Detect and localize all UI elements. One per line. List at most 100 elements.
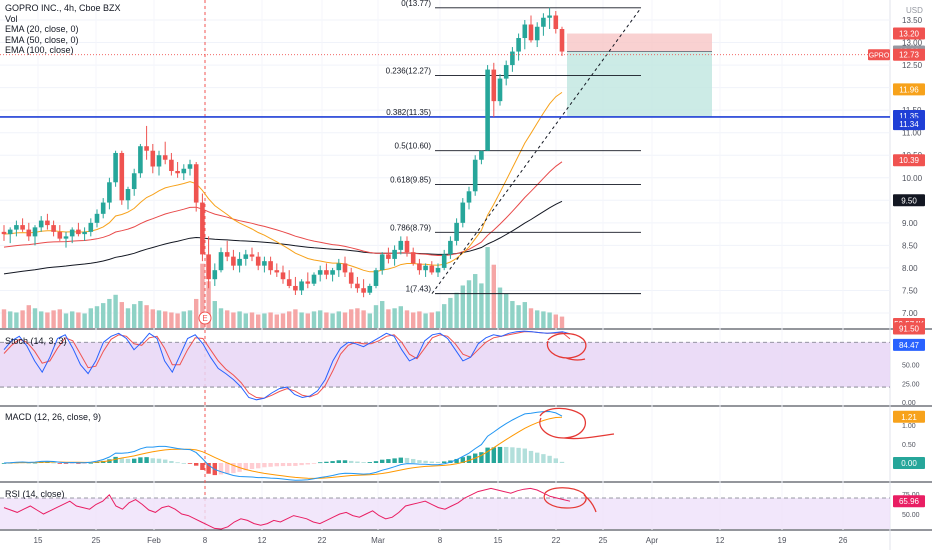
candle-body xyxy=(231,256,236,266)
ema50-line xyxy=(3,161,563,256)
volume-bar xyxy=(51,310,56,328)
volume-bar xyxy=(330,313,335,328)
candle-body xyxy=(479,150,484,160)
volume-bar xyxy=(411,312,416,328)
candle-body xyxy=(138,146,143,174)
volume-bar xyxy=(70,311,75,328)
candle-body xyxy=(88,222,94,232)
volume-bar xyxy=(392,308,397,328)
volume-bar xyxy=(39,311,44,328)
fib-level-label: 1(7.43) xyxy=(406,285,432,294)
macd-histogram-bar xyxy=(497,446,503,463)
candle-body xyxy=(317,270,323,275)
annotation-circle-macd xyxy=(539,407,615,440)
macd-histogram-bar xyxy=(32,462,38,464)
candle-body xyxy=(305,281,311,284)
candle-body xyxy=(293,285,298,291)
volume-bar xyxy=(380,301,385,328)
candle-body xyxy=(553,15,559,30)
stoch-tick-label: 50.00 xyxy=(902,363,920,370)
macd-histogram-bar xyxy=(485,447,490,463)
legend-ema20[interactable]: EMA (20, close, 0) xyxy=(5,24,79,34)
macd-histogram-bar xyxy=(194,463,199,466)
symbol-line[interactable]: GOPRO INC., 4h, Cboe BZX xyxy=(5,3,121,13)
candle-body xyxy=(324,270,329,275)
macd-histogram-bar xyxy=(392,458,397,463)
fib-level-label: 0(13.77) xyxy=(401,0,431,8)
x-tick-label: 15 xyxy=(34,536,43,545)
candle-body xyxy=(1,231,7,235)
price-tick-label: 7.50 xyxy=(902,286,918,295)
macd-histogram-bar xyxy=(181,462,186,464)
candle-body xyxy=(280,272,286,280)
candle-body xyxy=(330,270,335,275)
legend-ema50[interactable]: EMA (50, close, 0) xyxy=(5,34,79,45)
macd-pane-title[interactable]: MACD (12, 26, close, 9) xyxy=(5,412,102,422)
candle-body xyxy=(156,155,162,167)
candle-body xyxy=(119,152,125,201)
volume-bar xyxy=(535,310,540,328)
candle-body xyxy=(218,252,224,271)
rsi-tick-label: 50.00 xyxy=(902,512,920,519)
price-tick-label: 13.50 xyxy=(902,16,923,25)
stoch-d-label-bg xyxy=(893,338,925,351)
price-tick-label: 8.50 xyxy=(902,241,918,250)
volume-bar xyxy=(243,313,248,328)
stoch-pane-title[interactable]: Stoch (14, 3, 3) xyxy=(5,336,67,346)
candle-body xyxy=(491,69,497,102)
candle-body xyxy=(249,254,255,257)
ema100-line xyxy=(3,200,563,275)
candle-body xyxy=(528,24,534,41)
volume-bar xyxy=(194,298,199,328)
candle-body xyxy=(429,265,435,273)
volume-bar xyxy=(200,263,205,328)
macd-histogram-bar xyxy=(373,461,379,463)
volume-bar xyxy=(187,310,193,328)
stop-zone xyxy=(567,33,712,52)
fib-level-label: 0.382(11.35) xyxy=(386,108,431,117)
stoch-k-line xyxy=(3,330,571,401)
volume-bar xyxy=(541,311,546,328)
candle-body xyxy=(466,191,472,203)
volume-bar xyxy=(268,312,273,328)
candle-body xyxy=(398,240,404,250)
candle-body xyxy=(503,65,509,79)
candle-body xyxy=(541,17,546,27)
rsi-pane-title[interactable]: RSI (14, close) xyxy=(5,489,65,499)
volume-bar xyxy=(132,304,137,328)
macd-histogram-bar xyxy=(435,461,441,463)
symbol-tag: GPRO xyxy=(868,49,890,61)
fib-level-label: 0.786(8.79) xyxy=(390,223,431,232)
earnings-marker xyxy=(198,311,212,325)
candle-body xyxy=(417,263,422,271)
volume-bar xyxy=(63,313,69,328)
macd-zero-label: 0.00 xyxy=(901,459,917,468)
volume-bar xyxy=(1,309,7,328)
candle-body xyxy=(32,227,38,237)
candle-body xyxy=(460,202,466,223)
x-tick-label: Mar xyxy=(371,536,385,545)
candle-body xyxy=(268,261,273,271)
rsi-band-fill xyxy=(0,498,890,529)
volume-bar xyxy=(274,314,279,328)
volume-bar xyxy=(262,313,267,328)
stoch-d-line xyxy=(3,331,571,399)
macd-tick-label: 0.50 xyxy=(902,442,916,449)
volume-bar xyxy=(175,313,180,328)
legend-ema100[interactable]: EMA (100, close) xyxy=(5,45,74,55)
legend-vol[interactable]: Vol xyxy=(5,13,18,24)
candle-body xyxy=(45,220,50,226)
price-label: 9.50 xyxy=(901,196,917,205)
macd-histogram-bar xyxy=(231,463,236,474)
candle-body xyxy=(510,51,515,66)
volume-bar xyxy=(336,311,341,328)
macd-histogram-bar xyxy=(460,457,465,463)
x-tick-label: 22 xyxy=(318,536,327,545)
rsi-value-label: 65.96 xyxy=(899,497,920,506)
stoch-k-label: 91.50 xyxy=(899,325,920,334)
x-tick-label: 12 xyxy=(258,536,267,545)
stoch-tick-label: 25.00 xyxy=(902,381,920,388)
price-label-bg xyxy=(893,83,925,96)
